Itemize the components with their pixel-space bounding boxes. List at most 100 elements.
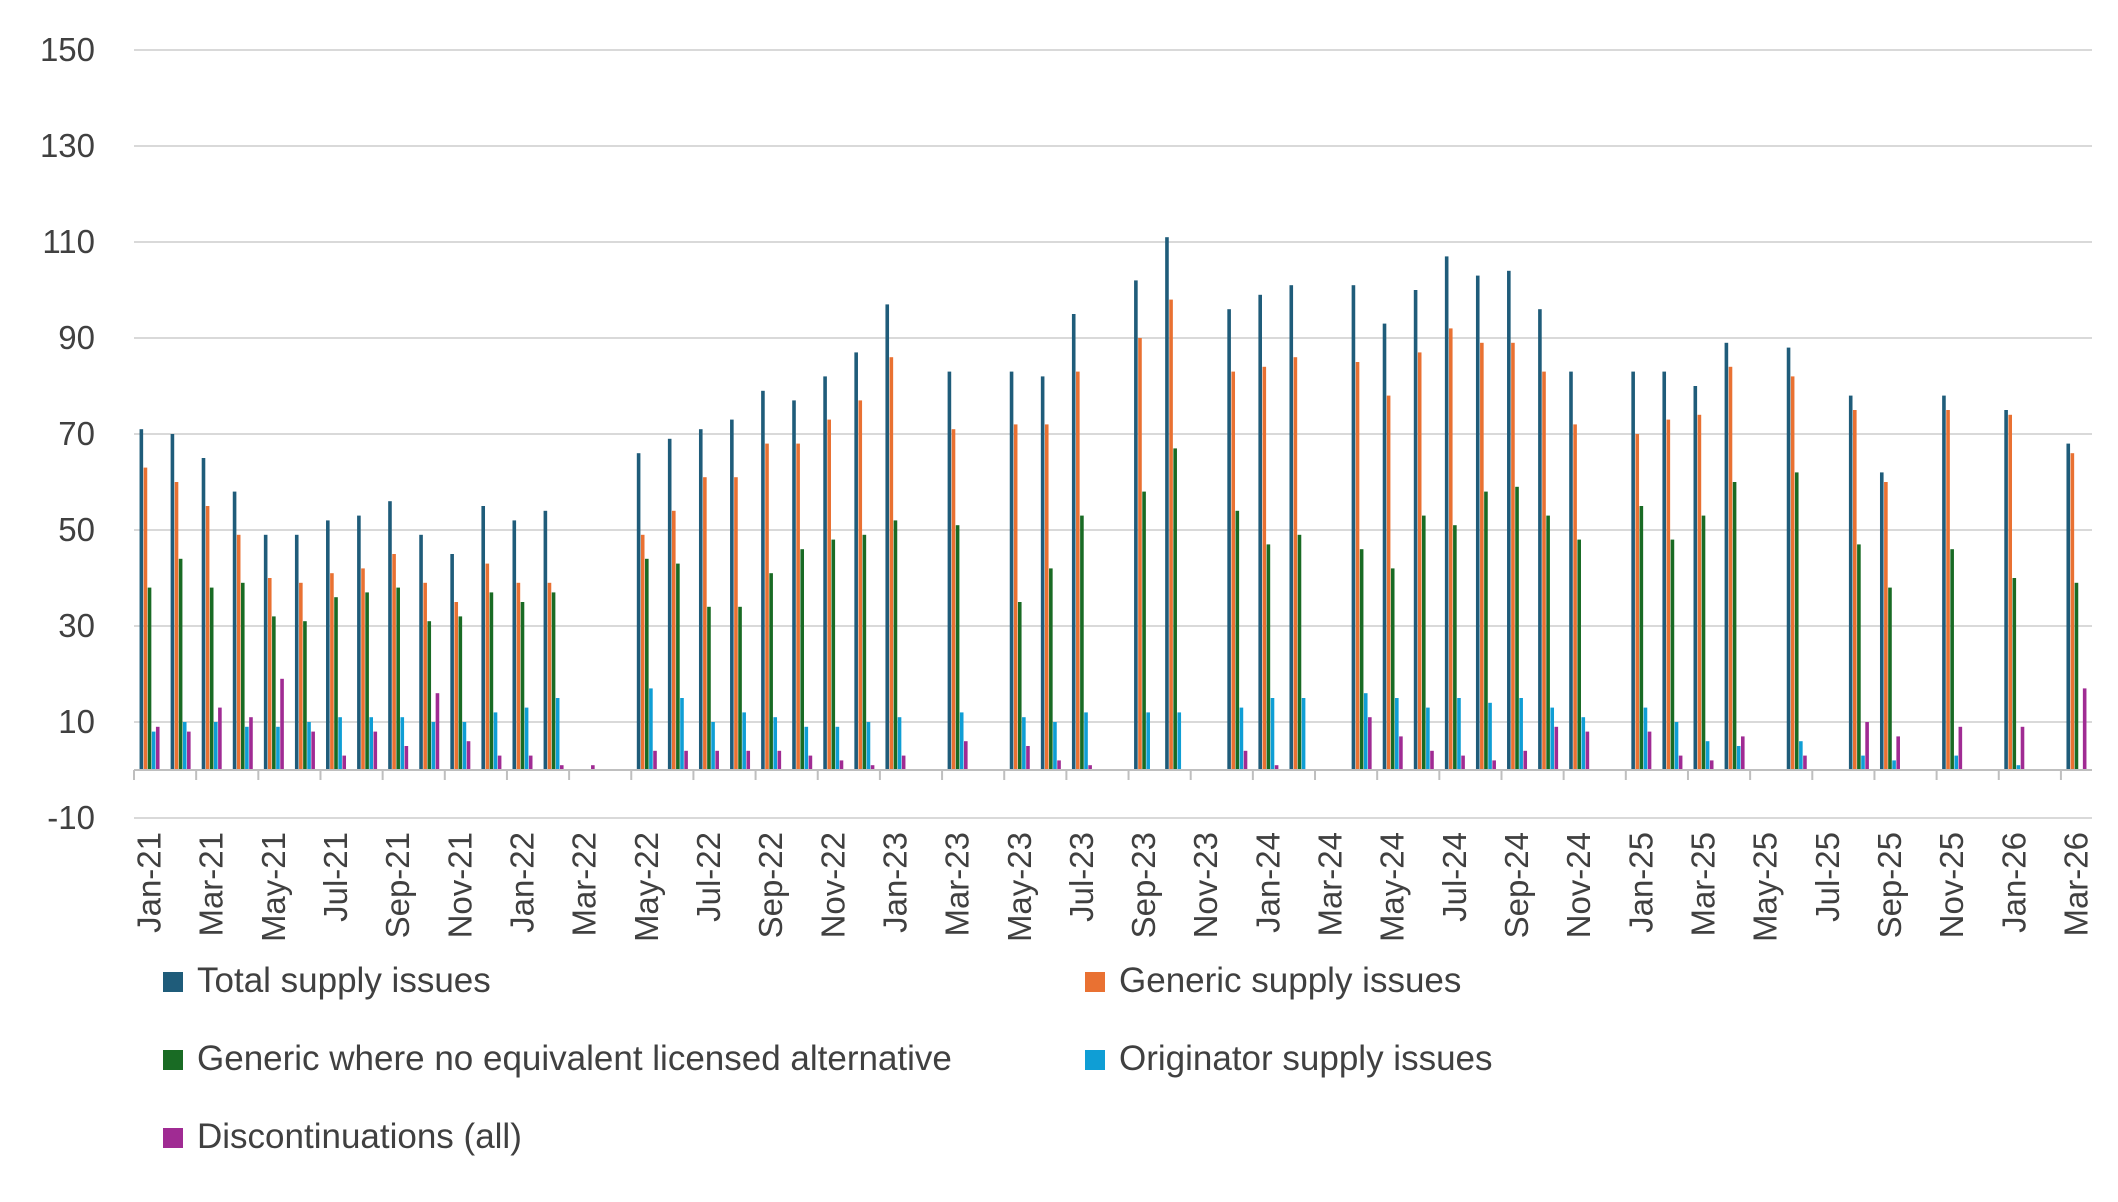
bars bbox=[139, 237, 2087, 770]
bar bbox=[1728, 366, 1733, 770]
bar bbox=[299, 582, 303, 770]
bar bbox=[765, 443, 769, 770]
bar bbox=[1954, 755, 1959, 770]
bar bbox=[1457, 698, 1461, 770]
bar bbox=[1274, 765, 1279, 770]
legend-label: Total supply issues bbox=[197, 961, 491, 1000]
bar bbox=[528, 755, 533, 770]
bar bbox=[1701, 515, 1706, 770]
bar bbox=[1146, 712, 1150, 770]
bar bbox=[804, 726, 809, 770]
bar bbox=[1794, 472, 1799, 770]
bar bbox=[1177, 712, 1182, 770]
bar bbox=[1368, 717, 1372, 770]
bar bbox=[497, 755, 502, 770]
bar bbox=[205, 506, 210, 770]
bar bbox=[2016, 765, 2021, 770]
bar bbox=[143, 467, 148, 770]
legend: Total supply issues Generic supply issues… bbox=[163, 961, 1493, 1156]
bar bbox=[2082, 688, 2087, 770]
bar bbox=[1853, 410, 1857, 770]
x-tick-label: Mar-26 bbox=[2057, 832, 2094, 937]
y-tick-label: 70 bbox=[58, 415, 95, 452]
bar bbox=[1430, 750, 1434, 770]
bar bbox=[645, 558, 649, 770]
x-tick-label: Jan-22 bbox=[503, 832, 540, 933]
bar bbox=[1227, 309, 1231, 770]
bar bbox=[1413, 290, 1418, 770]
bar bbox=[1026, 746, 1030, 770]
bar bbox=[1134, 280, 1138, 770]
legend-swatch bbox=[163, 1128, 183, 1148]
bar bbox=[280, 678, 284, 770]
bar bbox=[862, 534, 867, 770]
bar bbox=[951, 429, 956, 770]
bar bbox=[680, 698, 684, 770]
bar bbox=[213, 722, 218, 770]
bar bbox=[427, 621, 432, 770]
bar bbox=[334, 597, 338, 770]
bar bbox=[1861, 755, 1865, 770]
bar bbox=[435, 693, 440, 770]
bar bbox=[1511, 342, 1515, 770]
bar bbox=[1803, 755, 1807, 770]
bar bbox=[649, 688, 653, 770]
bar bbox=[1057, 760, 1061, 770]
bar bbox=[1076, 371, 1080, 770]
bar bbox=[1884, 482, 1888, 770]
bar bbox=[2074, 582, 2079, 770]
bar bbox=[1426, 707, 1430, 770]
bar bbox=[591, 765, 595, 770]
bar bbox=[1958, 726, 1963, 770]
x-tick-label: May-23 bbox=[1001, 832, 1038, 942]
bar bbox=[773, 717, 778, 770]
bar bbox=[1386, 395, 1391, 770]
x-tick-label: Sep-25 bbox=[1871, 832, 1908, 938]
bar bbox=[276, 726, 280, 770]
bar bbox=[396, 587, 400, 770]
legend-swatch bbox=[1085, 1050, 1105, 1070]
bar bbox=[1231, 371, 1236, 770]
bar bbox=[1790, 376, 1795, 770]
bar bbox=[512, 520, 517, 770]
legend-label: Generic supply issues bbox=[1119, 961, 1461, 1000]
bar bbox=[338, 717, 342, 770]
bar bbox=[1585, 731, 1590, 770]
bar bbox=[232, 491, 237, 770]
bar bbox=[361, 568, 365, 770]
x-tick-label: May-24 bbox=[1374, 832, 1411, 942]
bar bbox=[388, 501, 392, 770]
bar bbox=[1088, 765, 1092, 770]
bar bbox=[738, 606, 742, 770]
x-tick-label: Sep-22 bbox=[752, 832, 789, 938]
bar bbox=[369, 717, 373, 770]
bar bbox=[1635, 434, 1640, 770]
bar bbox=[1053, 722, 1057, 770]
bar bbox=[1950, 549, 1954, 770]
bar bbox=[294, 534, 299, 770]
x-tick-label: Mar-21 bbox=[193, 832, 230, 937]
legend-label: Originator supply issues bbox=[1119, 1039, 1493, 1078]
x-tick-label: Nov-25 bbox=[1933, 832, 1970, 938]
bar bbox=[1577, 539, 1581, 770]
bar bbox=[1480, 342, 1484, 770]
y-tick-label: 10 bbox=[58, 703, 95, 740]
bar bbox=[827, 419, 831, 770]
bar bbox=[404, 746, 409, 770]
x-tick-label: Nov-21 bbox=[441, 832, 478, 938]
bar bbox=[715, 750, 719, 770]
bar bbox=[1550, 707, 1555, 770]
bar bbox=[1488, 702, 1492, 770]
bar bbox=[1461, 755, 1465, 770]
legend-label: Generic where no equivalent licensed alt… bbox=[197, 1039, 952, 1078]
x-axis-tick-labels: Jan-21 Mar-21 May-21 Jul-21 Sep-21 Nov-21 Jan-… bbox=[131, 832, 2095, 942]
x-axis bbox=[133, 769, 2092, 780]
bar bbox=[769, 573, 773, 770]
bar bbox=[1009, 371, 1014, 770]
y-tick-label: 130 bbox=[40, 127, 95, 164]
bar bbox=[1732, 482, 1737, 770]
bar bbox=[1507, 270, 1511, 770]
x-tick-label: Nov-24 bbox=[1560, 832, 1597, 938]
